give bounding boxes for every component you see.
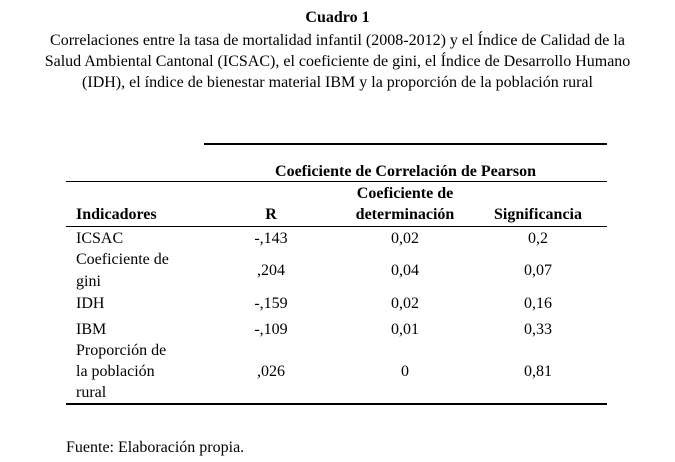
row-coef-value: 0,02 bbox=[391, 295, 419, 312]
header-rule bbox=[66, 226, 607, 227]
row-r-value: -,109 bbox=[254, 321, 288, 338]
row-label: gini bbox=[76, 273, 101, 290]
header-coef-line2: determinación bbox=[355, 206, 455, 223]
header-r: R bbox=[265, 206, 277, 223]
row-r-value: -,159 bbox=[254, 295, 288, 312]
row-label: rural bbox=[76, 384, 107, 401]
row-r-value: ,026 bbox=[257, 363, 285, 380]
row-r-value: ,204 bbox=[257, 262, 285, 279]
group-header-rule bbox=[66, 181, 607, 182]
table-caption: Correlaciones entre la tasa de mortalida… bbox=[0, 30, 675, 93]
row-sig-value: 0,81 bbox=[524, 363, 552, 380]
caption-line-1: Correlaciones entre la tasa de mortalida… bbox=[50, 32, 625, 49]
row-sig-value: 0,07 bbox=[524, 262, 552, 279]
row-label: IDH bbox=[76, 295, 105, 312]
top-rule bbox=[204, 143, 607, 145]
row-label: ICSAC bbox=[76, 230, 124, 247]
header-indicadores: Indicadores bbox=[76, 206, 157, 223]
caption-line-2: Salud Ambiental Cantonal (ICSAC), el coe… bbox=[44, 53, 631, 70]
caption-line-3: (IDH), el índice de bienestar material I… bbox=[82, 74, 593, 91]
group-header: Coeficiente de Correlación de Pearson bbox=[275, 163, 536, 180]
header-significancia: Significancia bbox=[493, 206, 582, 223]
row-r-value: -,143 bbox=[254, 230, 288, 247]
row-coef-value: 0,01 bbox=[391, 321, 419, 338]
row-sig-value: 0,2 bbox=[528, 230, 548, 247]
row-coef-value: 0,02 bbox=[391, 230, 419, 247]
source-note: Fuente: Elaboración propia. bbox=[66, 439, 245, 456]
row-label: Proporción de bbox=[76, 342, 167, 359]
row-coef-value: 0 bbox=[401, 363, 409, 380]
bottom-rule bbox=[66, 403, 607, 405]
row-coef-value: 0,04 bbox=[391, 262, 419, 279]
row-label: Coeficiente de bbox=[76, 251, 169, 268]
header-coef-line1: Coeficiente de bbox=[356, 185, 454, 202]
row-label: la población bbox=[76, 363, 155, 380]
row-label: IBM bbox=[76, 321, 107, 338]
row-sig-value: 0,33 bbox=[524, 321, 552, 338]
table-title: Cuadro 1 bbox=[305, 9, 370, 26]
row-sig-value: 0,16 bbox=[524, 295, 552, 312]
